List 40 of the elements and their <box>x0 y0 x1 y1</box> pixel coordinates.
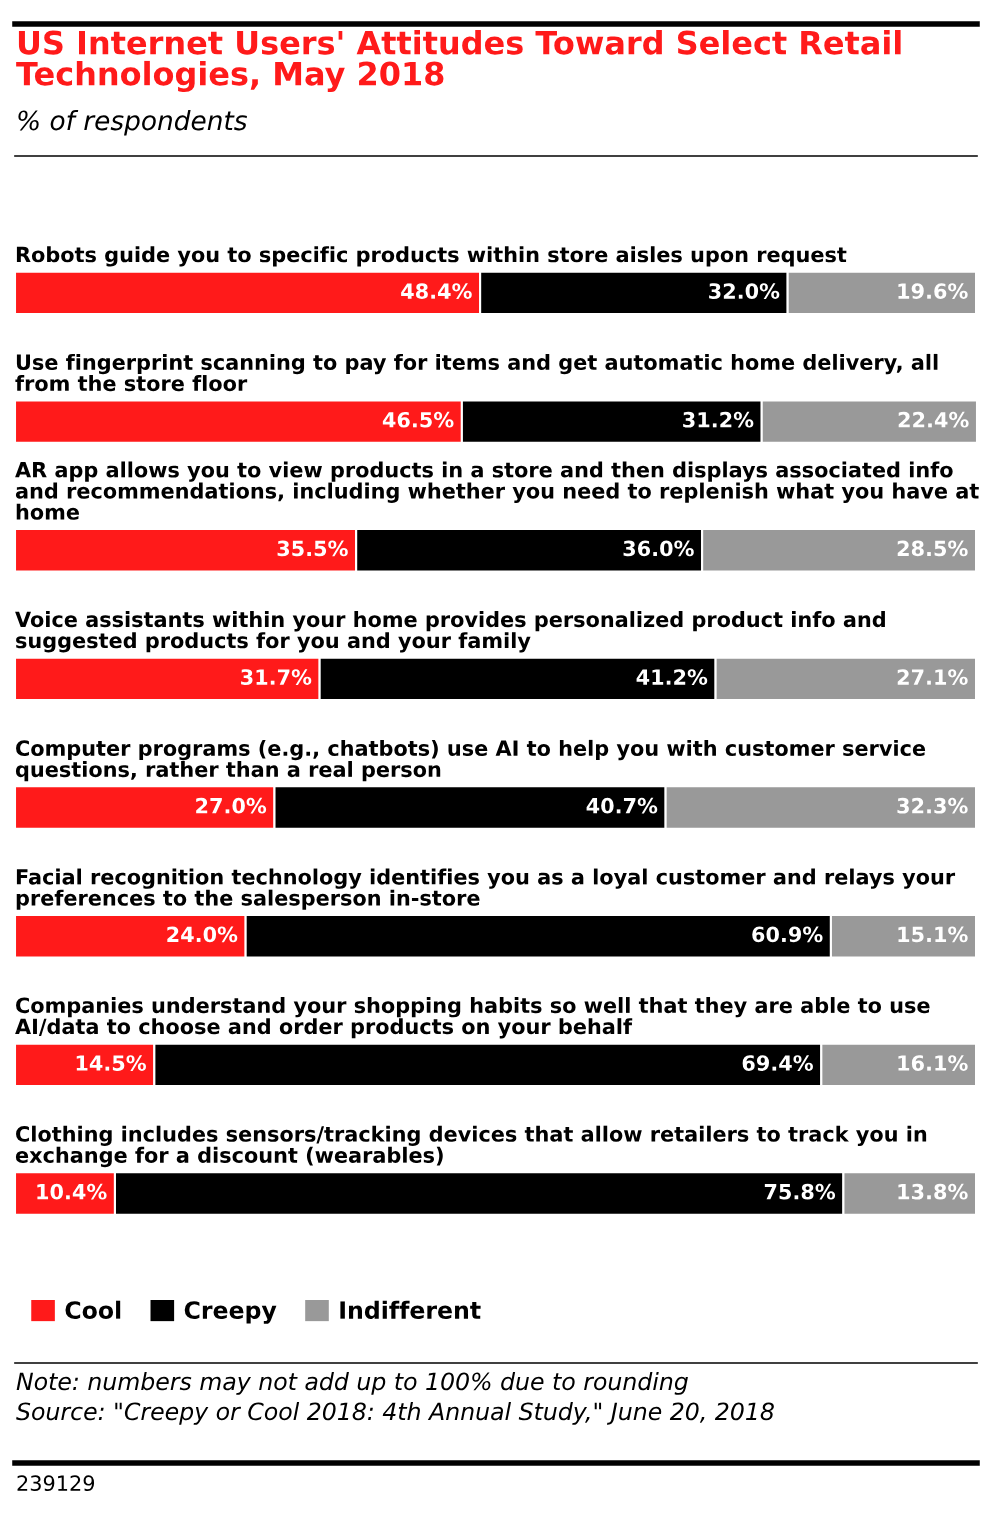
data-label: 41.2% <box>636 669 708 685</box>
data-label: 40.7% <box>586 797 658 814</box>
data-label: 19.6% <box>898 283 968 299</box>
data-label: 22.4% <box>898 411 969 428</box>
source-note: Source: "Creepy or Cool 2018: 4th Annual Study," June 20, 2018 <box>16 1402 774 1425</box>
data-label: 46.5% <box>382 411 454 428</box>
y-tick-label: Computer programs (e.g., chatbots) use AI to help you with customer service questions, rather than a real person <box>15 739 926 782</box>
data-label: 15.1% <box>898 926 968 943</box>
chart-title: US Internet Users' Attitudes Toward Select Retail Technologies, May 2018 <box>16 30 901 93</box>
data-label: 14.5% <box>76 1055 146 1071</box>
text: 239129 <box>17 1475 95 1492</box>
y-tick-label: Voice assistants within your home provides personalized product info and suggested products for you and your family <box>15 611 885 653</box>
data-label: 36.0% <box>623 540 694 557</box>
chart-subtitle: % of respondents <box>18 110 247 136</box>
data-label: 10.4% <box>37 1183 107 1200</box>
y-tick-label: Use fingerprint scanning to pay for items and get automatic home delivery, all from the store floor <box>15 353 938 392</box>
data-label: 16.1% <box>898 1055 968 1071</box>
text: Note: numbers may not add up to 100% due to rounding <box>16 1372 688 1395</box>
data-label: 32.3% <box>897 797 968 814</box>
data-label: 24.0% <box>167 926 238 943</box>
data-label: 75.8% <box>764 1183 836 1200</box>
data-label: 35.5% <box>277 540 348 557</box>
data-label: 31.7% <box>241 669 312 685</box>
y-tick-label: Companies understand your shopping habits so well that they are able to use AI/data to choose and order products on your behalf <box>15 997 930 1039</box>
y-tick-label: AR app allows you to view products in a store and then displays associated info and recommendations, including whether you need to replenish what you have at home <box>15 461 979 520</box>
legend-label: Cool <box>65 1300 121 1319</box>
y-tick-label: Facial recognition technology identifies you as a loyal customer and relays your preferences to the salesperson in-store <box>16 868 956 910</box>
data-label: 69.4% <box>742 1055 813 1071</box>
data-label: 48.4% <box>401 283 472 299</box>
data-label: 31.2% <box>683 411 754 428</box>
legend-label: Indifferent <box>340 1300 481 1319</box>
y-tick-label: Clothing includes sensors/tracking devices that allow retailers to track you in exchange for a discount (wearables) <box>15 1125 927 1168</box>
y-tick-label: Robots guide you to specific products within store aisles upon request <box>16 246 847 267</box>
data-label: 28.5% <box>897 540 968 557</box>
data-label: 32.0% <box>709 283 780 299</box>
data-label: 13.8% <box>898 1183 968 1200</box>
data-label: 27.0% <box>196 797 267 814</box>
data-label: 27.1% <box>897 669 968 685</box>
legend-label: Creepy <box>184 1301 277 1324</box>
data-label: 60.9% <box>752 926 823 943</box>
